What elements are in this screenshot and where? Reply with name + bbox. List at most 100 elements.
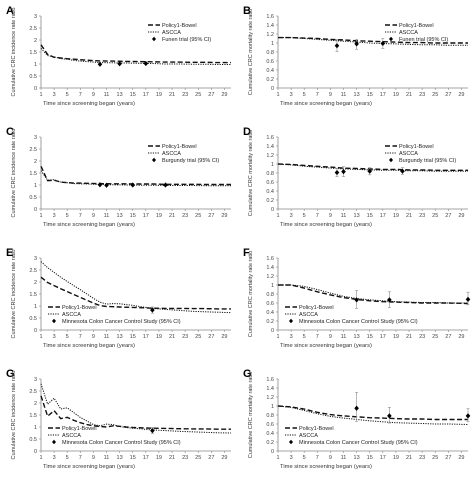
legend-label: ASCCA	[62, 433, 81, 439]
x-tick-label: 21	[406, 455, 412, 461]
y-tick-label: 0.2	[266, 440, 274, 446]
x-tick-label: 11	[341, 92, 347, 98]
y-tick-label: 0.2	[266, 319, 274, 325]
x-tick-label: 17	[143, 334, 149, 340]
observed-point	[334, 43, 340, 49]
legend-label: Funen trial (95% CI)	[399, 37, 448, 43]
legend-label: Policy1-Bowel	[62, 305, 97, 311]
y-tick-label: 2.5	[29, 26, 37, 32]
x-tick-label: 21	[169, 92, 175, 98]
series-line-ascca	[40, 48, 231, 65]
x-tick-label: 13	[354, 455, 360, 461]
observed-point	[97, 182, 103, 188]
legend-label: Policy1-Bowel	[299, 305, 334, 311]
x-tick-label: 13	[354, 92, 360, 98]
x-tick-label: 17	[380, 213, 386, 219]
y-tick-label: 0.5	[29, 74, 37, 80]
x-tick-label: 15	[367, 92, 373, 98]
x-tick-label: 23	[182, 213, 188, 219]
x-tick-label: 19	[393, 334, 399, 340]
observed-point	[354, 297, 359, 303]
x-tick-label: 23	[182, 455, 188, 461]
x-tick-label: 29	[221, 334, 227, 340]
legend-label: Policy1-Bowel	[399, 144, 434, 150]
y-axis-title: Cumulative CRC mortality rate ratio	[248, 9, 254, 96]
y-tick-label: 1.4	[266, 386, 274, 392]
y-tick-label: 0.6	[266, 301, 274, 307]
x-tick-label: 1	[276, 213, 279, 219]
legend-label: Funen trial (95% CI)	[162, 37, 211, 43]
x-tick-label: 27	[208, 92, 214, 98]
y-tick-label: 1	[34, 425, 37, 431]
y-tick-label: 3	[34, 256, 37, 262]
x-tick-label: 25	[195, 455, 201, 461]
legend-swatch-observed	[52, 318, 56, 324]
chart-panel: C00.511.522.531 3 5 7 9 11 13 15 17 19 21 23 25 27 29T…	[6, 126, 231, 228]
legend-swatch-observed	[289, 439, 293, 445]
x-tick-label: 17	[143, 92, 149, 98]
x-tick-label: 15	[130, 334, 136, 340]
legend-label: ASCCA	[399, 151, 418, 157]
x-tick-label: 27	[445, 455, 451, 461]
y-tick-label: 1.5	[29, 292, 37, 298]
x-tick-label: 13	[117, 334, 123, 340]
x-tick-label: 1	[39, 92, 42, 98]
y-axis-title: Cumulative CRC incidence rate ratio	[11, 129, 17, 218]
x-tick-label: 21	[169, 213, 175, 219]
x-tick-label: 3	[290, 455, 293, 461]
x-tick-label: 11	[341, 455, 347, 461]
x-tick-label: 3	[290, 92, 293, 98]
y-tick-label: 0	[34, 86, 37, 92]
chart-panel: G00.511.522.531 3 5 7 9 11 13 15 17 19 21 23 25 27 29T…	[6, 368, 232, 470]
legend-label: Policy1-Bowel	[62, 426, 97, 432]
x-tick-label: 27	[445, 92, 451, 98]
observed-point	[104, 182, 109, 188]
x-tick-label: 1	[276, 92, 279, 98]
x-axis-title: Time since screening began (years)	[43, 343, 135, 349]
y-tick-label: 1.6	[266, 256, 274, 262]
chart-panel: D00.20.40.60.811.21.41.61 3 5 7 9 11 13 15 17 19 2…	[243, 126, 468, 228]
y-tick-label: 3	[34, 14, 37, 20]
observed-point	[341, 169, 346, 175]
series-line-ascca	[277, 405, 469, 425]
y-tick-label: 0.5	[29, 437, 37, 443]
observed-point	[117, 61, 122, 67]
x-tick-label: 21	[406, 213, 412, 219]
y-tick-label: 0.5	[29, 195, 37, 201]
legend-swatch-observed	[152, 36, 156, 42]
legend-label: ASCCA	[299, 312, 318, 318]
y-axis-title: Cumulative CRC mortality rate ratio	[248, 372, 254, 459]
legend-label: Policy1-Bowel	[162, 23, 197, 29]
chart-panel: E00.511.522.531 3 5 7 9 11 13 15 17 19 21 23 25 27 29T…	[6, 247, 232, 349]
x-tick-label: 11	[104, 455, 110, 461]
series-line-policy1-bowel	[277, 405, 468, 421]
y-tick-label: 0.2	[266, 198, 274, 204]
y-tick-label: 0.4	[266, 310, 274, 316]
x-tick-label: 9	[92, 334, 95, 340]
series-line-policy1-bowel	[277, 163, 468, 171]
series-line-policy1-bowel	[278, 36, 468, 44]
x-tick-label: 25	[432, 213, 438, 219]
x-tick-label: 25	[195, 92, 201, 98]
y-axis-title: Cumulative CRC incidence rate ratio	[11, 250, 17, 339]
y-tick-label: 1.2	[266, 153, 274, 159]
x-tick-label: 5	[303, 334, 306, 340]
x-tick-label: 15	[130, 92, 136, 98]
x-tick-label: 7	[316, 213, 319, 219]
y-tick-label: 0.6	[266, 59, 274, 65]
x-axis-title: Time since screening began (years)	[280, 222, 372, 228]
x-tick-label: 29	[458, 334, 464, 340]
x-tick-label: 9	[329, 334, 332, 340]
y-tick-label: 0	[34, 207, 37, 213]
y-axis-title: Cumulative CRC incidence rate ratio	[11, 371, 17, 460]
x-tick-label: 23	[182, 334, 188, 340]
x-tick-label: 11	[104, 334, 110, 340]
panel-letter: C	[6, 126, 14, 138]
x-tick-label: 23	[182, 92, 188, 98]
legend-label: ASCCA	[399, 30, 418, 36]
panel-letter: B	[243, 5, 251, 17]
x-tick-label: 21	[169, 455, 175, 461]
y-tick-label: 0	[271, 207, 274, 213]
